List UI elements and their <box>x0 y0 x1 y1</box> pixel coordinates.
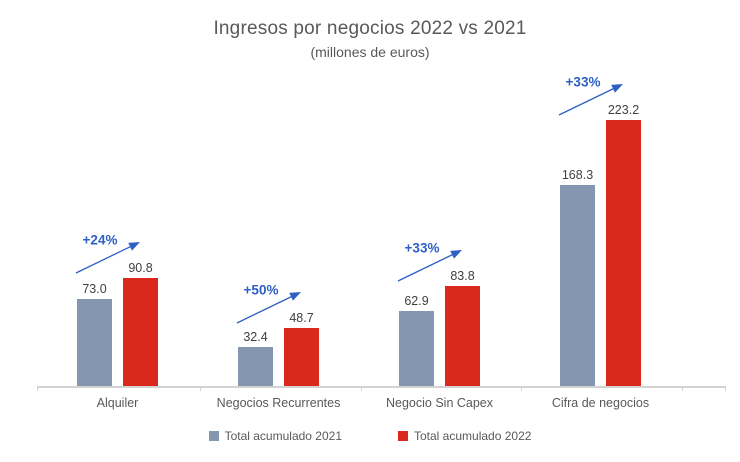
value-label: 48.7 <box>289 311 314 325</box>
bar-2022 <box>123 278 158 386</box>
axis-tick <box>361 386 362 391</box>
bar-2022 <box>445 286 480 386</box>
chart-title: Ingresos por negocios 2022 vs 2021 <box>213 18 527 39</box>
legend-item-2022: Total acumulado 2022 <box>398 429 531 443</box>
growth-arrow-head <box>611 84 623 93</box>
value-label: 168.3 <box>561 168 594 182</box>
category-label: Alquiler <box>96 396 139 410</box>
value-label: 90.8 <box>128 261 153 275</box>
axis-tick <box>37 386 38 391</box>
value-label: 62.9 <box>404 294 429 308</box>
chart-subtitle: (millones de euros) <box>310 44 430 60</box>
value-label: 223.2 <box>607 103 640 117</box>
bar-2021 <box>77 299 112 386</box>
axis-tick <box>725 386 726 391</box>
legend-label-2021: Total acumulado 2021 <box>224 429 342 443</box>
growth-label: +33% <box>565 74 601 90</box>
bar-2021 <box>238 347 273 386</box>
axis-tick <box>682 386 683 391</box>
growth-label: +24% <box>82 232 118 248</box>
value-label: 32.4 <box>243 330 268 344</box>
category-label: Negocios Recurrentes <box>216 396 341 410</box>
growth-label: +33% <box>404 240 440 256</box>
legend-item-2021: Total acumulado 2021 <box>208 429 342 443</box>
axis-tick <box>521 386 522 391</box>
growth-arrow-head <box>289 292 301 301</box>
axis-tick <box>200 386 201 391</box>
bar-2021 <box>399 311 434 386</box>
growth-arrow-line <box>236 294 295 324</box>
growth-arrow-head <box>450 250 462 259</box>
bar-2022 <box>606 120 641 386</box>
legend-label-2022: Total acumulado 2022 <box>414 429 532 443</box>
x-axis-line <box>37 386 725 388</box>
value-label: 73.0 <box>82 282 107 296</box>
legend-swatch-2021 <box>208 431 219 441</box>
value-label: 83.8 <box>450 269 475 283</box>
category-label: Negocio Sin Capex <box>385 396 494 410</box>
legend-swatch-2022 <box>398 431 408 441</box>
growth-label: +50% <box>243 282 279 298</box>
growth-arrow-line <box>75 244 134 274</box>
growth-arrow-head <box>128 242 140 251</box>
bar-2022 <box>284 328 319 386</box>
growth-arrow-line <box>397 252 456 282</box>
legend: Total acumulado 2021 Total acumulado 202… <box>0 429 740 443</box>
bar-2021 <box>560 185 595 386</box>
category-label: Cifra de negocios <box>551 396 650 410</box>
